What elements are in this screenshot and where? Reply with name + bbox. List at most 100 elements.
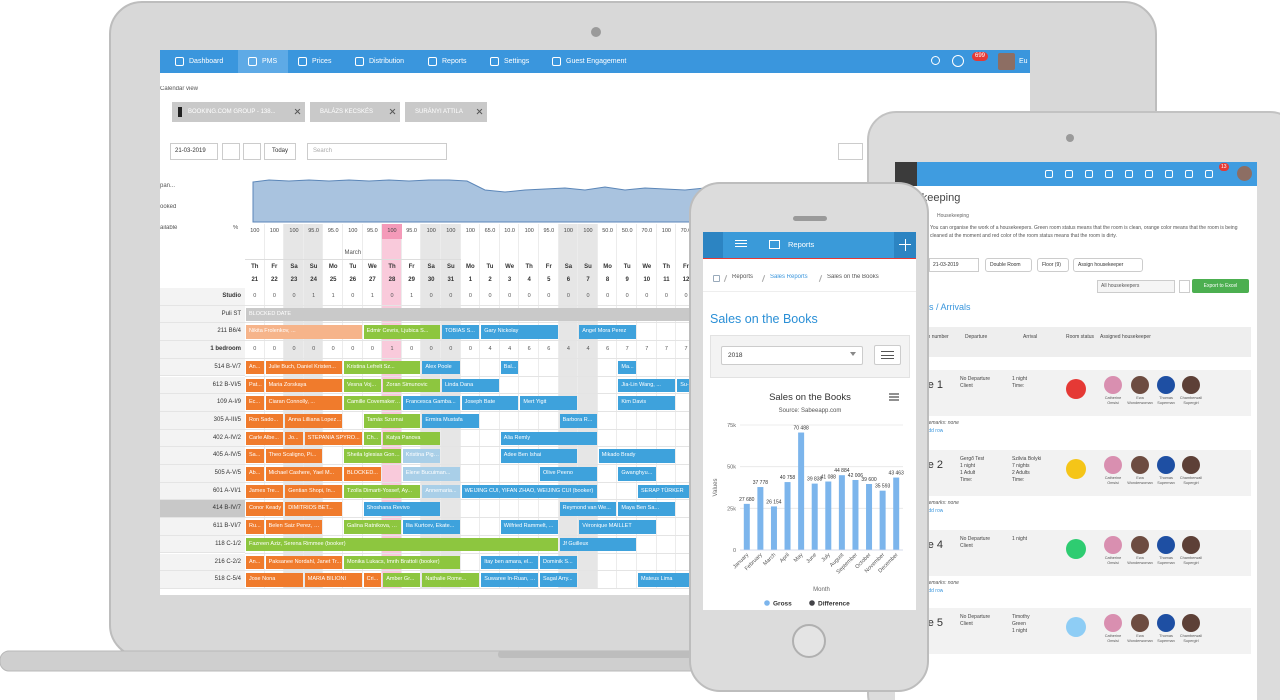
tablet-nav-icon[interactable] xyxy=(1185,170,1193,178)
room-status[interactable] xyxy=(1066,379,1086,399)
housekeeper-avatar[interactable] xyxy=(1182,614,1200,632)
booking[interactable]: Theo Scaligno, Pi... xyxy=(265,449,323,463)
booking[interactable]: Camille Covemaker, Ka... xyxy=(344,396,401,410)
booking[interactable]: Zoran Simunovic xyxy=(383,378,440,393)
booking[interactable]: Kristina Pigsborg... xyxy=(402,449,440,463)
phone-home-button[interactable] xyxy=(792,624,826,658)
breadcrumb-item[interactable]: Sales Reports xyxy=(770,274,808,280)
booking[interactable]: Alia Remly xyxy=(500,431,597,446)
booking[interactable]: Dominik S... xyxy=(540,555,578,570)
housekeeper-avatar[interactable] xyxy=(1131,614,1149,632)
search-input[interactable]: Search xyxy=(307,143,447,160)
tablet-nav-icon[interactable] xyxy=(1085,170,1093,178)
nav-item[interactable]: Distribution xyxy=(369,58,405,65)
nav-item[interactable]: Guest Engagement xyxy=(566,58,627,65)
booking[interactable]: An... xyxy=(246,555,264,570)
add-row[interactable]: Add row xyxy=(925,428,944,434)
nav-item[interactable]: Settings xyxy=(504,58,530,65)
booking[interactable]: Pat... xyxy=(246,378,264,393)
booking[interactable]: Olive Peeno xyxy=(540,467,597,481)
housekeeper-avatar[interactable] xyxy=(1131,456,1149,474)
booking[interactable]: Véronique MAILLET xyxy=(579,520,656,534)
tablet-nav-icon[interactable] xyxy=(1125,170,1133,178)
date-input[interactable]: 21-03-2019 xyxy=(170,143,218,160)
booking[interactable]: Itay ben amara, el... xyxy=(481,555,538,570)
booking[interactable]: Amber Gr... xyxy=(383,573,421,587)
filter-select[interactable]: Floor (9) xyxy=(1037,258,1069,272)
booking[interactable]: James Tre... xyxy=(246,484,284,499)
booking[interactable]: Jo... xyxy=(285,431,303,446)
home-icon[interactable] xyxy=(713,275,720,282)
housekeeper-avatar[interactable] xyxy=(1157,376,1175,394)
booking[interactable]: Francesca Gamba... xyxy=(402,396,460,410)
housekeeper-avatar[interactable] xyxy=(1157,456,1175,474)
export-button[interactable]: Export to Excel xyxy=(1192,279,1249,293)
booking[interactable]: Fazreen Aziz, Serena Rimmee (booker) xyxy=(246,537,558,552)
booking[interactable]: Anna Lilliana Lopez, Ikes... xyxy=(285,413,342,428)
booking[interactable]: Mateus Lima xyxy=(638,573,695,587)
booking[interactable]: Jf Guilleux xyxy=(559,537,636,552)
booking[interactable]: Ma... xyxy=(618,360,636,375)
booking[interactable]: Mikado Brady xyxy=(598,449,676,463)
nav-arrow[interactable] xyxy=(243,143,261,160)
booking[interactable]: Ermira Mustafa xyxy=(422,413,480,428)
booking[interactable]: Gary Nickolay xyxy=(481,325,558,340)
tab[interactable]: SURÁNYI ATTILA xyxy=(405,102,487,122)
booking[interactable]: Carle Albe... xyxy=(246,431,284,446)
booking[interactable]: Vesna Voj... xyxy=(344,378,382,393)
booking[interactable]: Joseph Bate xyxy=(461,396,519,410)
housekeeper-avatar[interactable] xyxy=(1104,376,1122,394)
housekeeper-avatar[interactable] xyxy=(1131,536,1149,554)
booking[interactable]: Maria Zorskaya xyxy=(265,378,342,393)
booking[interactable]: Alex Poole xyxy=(422,360,460,375)
housekeeper-avatar[interactable] xyxy=(1104,456,1122,474)
booking[interactable]: An... xyxy=(246,360,264,375)
search-icon[interactable] xyxy=(931,56,940,65)
booking[interactable]: Nathalie Rome... xyxy=(422,573,480,587)
booking[interactable]: Belen Saiz Perez, G... xyxy=(265,520,323,534)
booking[interactable]: MARIA BILIONI xyxy=(304,573,362,587)
booking[interactable]: Jia-Lin Wang, ... xyxy=(618,378,676,393)
booking[interactable]: Sa... xyxy=(246,449,264,463)
tablet-nav-icon[interactable] xyxy=(1165,170,1173,178)
housekeeper-avatar[interactable] xyxy=(1104,536,1122,554)
room-status[interactable] xyxy=(1066,539,1086,559)
nav-arrow[interactable] xyxy=(222,143,240,160)
housekeeper-avatar[interactable] xyxy=(1182,536,1200,554)
booking[interactable]: Gentian Shopi, In... xyxy=(285,484,342,499)
filter-select[interactable]: Double Room xyxy=(985,258,1032,272)
booking[interactable]: Angel Mora Perez xyxy=(579,325,636,340)
tablet-nav-icon[interactable] xyxy=(1205,170,1213,178)
breadcrumb-item[interactable]: Sales on the Books xyxy=(827,274,879,280)
room-status[interactable] xyxy=(1066,459,1086,479)
booking[interactable]: Bal... xyxy=(500,360,519,375)
housekeeper-select[interactable]: All housekeepers xyxy=(1097,280,1175,293)
booking[interactable]: Ab... xyxy=(246,467,264,481)
booking[interactable]: Gwanghyu... xyxy=(618,467,656,481)
nav-item[interactable]: PMS xyxy=(238,50,288,73)
booking[interactable]: Mert Yigit xyxy=(520,396,578,410)
booking[interactable]: Sheila Iglesias González xyxy=(344,449,401,463)
tablet-nav-icon[interactable] xyxy=(1145,170,1153,178)
booking[interactable]: Ru... xyxy=(246,520,264,534)
booking[interactable]: Suwaree In-Ruan, Stefan Kr... xyxy=(481,573,538,587)
booking[interactable]: Adee Ben Ishai xyxy=(500,449,578,463)
filter-select[interactable]: Assign housekeeper xyxy=(1073,258,1143,272)
room-status[interactable] xyxy=(1066,617,1086,637)
booking[interactable]: Ec... xyxy=(246,396,264,410)
booking[interactable]: Annemaria... xyxy=(422,484,460,499)
tablet-nav-icon[interactable] xyxy=(1065,170,1073,178)
booking[interactable]: BLOCKED... xyxy=(344,467,382,481)
add-row[interactable]: Add row xyxy=(925,508,944,514)
booking[interactable]: TOBIAS S... xyxy=(442,325,480,340)
booking[interactable]: Edmir Cevris, Ljubica S... xyxy=(363,325,440,340)
booking[interactable]: Tzolla Dimarti-Yossef, Ay... xyxy=(344,484,421,499)
booking[interactable]: SERAP TÜRKER xyxy=(638,484,695,499)
booking[interactable]: Barbora R... xyxy=(559,413,597,428)
booking[interactable]: Michael Cashere, Yael M... xyxy=(265,467,342,481)
booking[interactable]: Reymond van We... xyxy=(559,502,617,517)
tablet-nav-icon[interactable] xyxy=(1105,170,1113,178)
year-select[interactable]: 2018 xyxy=(721,346,863,365)
booking[interactable]: Nikita Frolenkov, ... xyxy=(246,325,362,340)
booking[interactable]: Elene Bucuiman... xyxy=(402,467,460,481)
